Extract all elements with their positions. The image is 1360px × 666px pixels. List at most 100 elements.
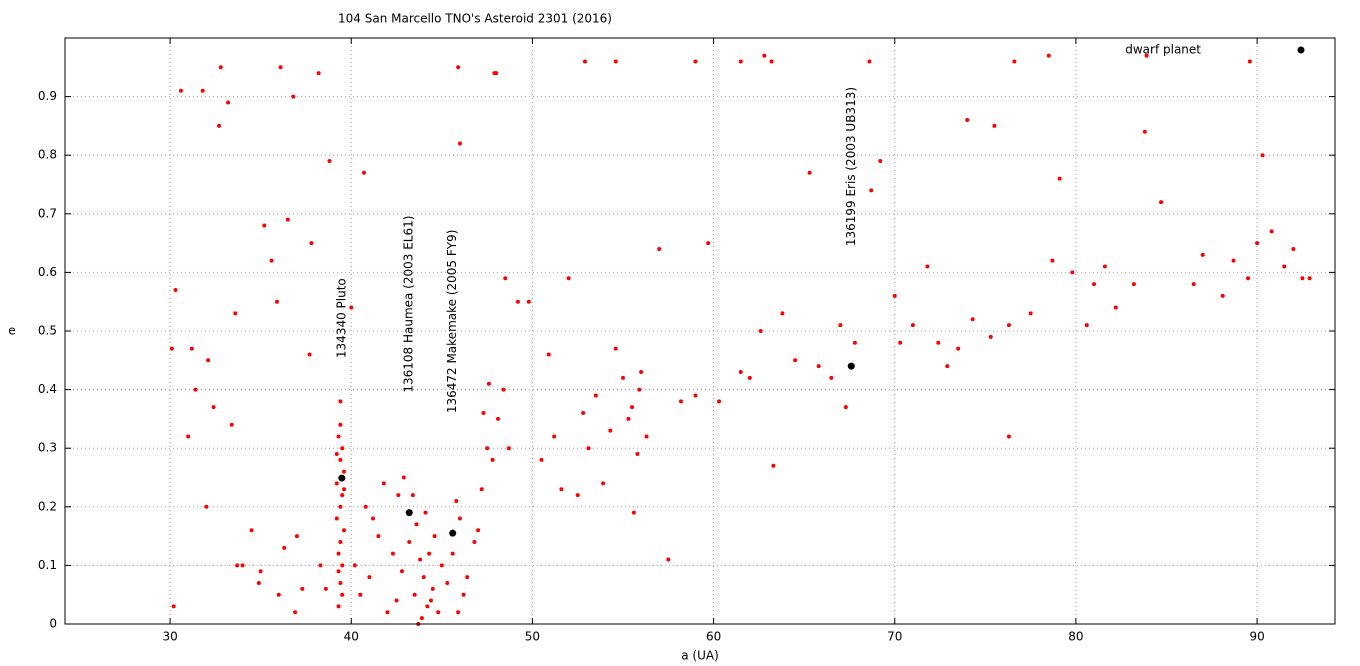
point [613,346,618,351]
point [666,557,671,562]
point [867,59,872,64]
point [621,375,626,380]
point [566,276,571,281]
point [423,510,428,515]
y-tick-label: 0.9 [38,89,57,103]
point [338,399,343,404]
point [338,504,343,509]
point [608,428,613,433]
point [769,59,774,64]
point [291,94,296,99]
point [336,569,341,574]
point [419,616,424,621]
point [300,586,305,591]
point [336,551,341,556]
point [1282,264,1287,269]
point [678,399,683,404]
point [593,393,598,398]
y-tick-label: 0.6 [38,265,57,279]
y-tick-label: 0.4 [38,382,57,396]
point [1220,293,1225,298]
point [399,569,404,574]
point [738,370,743,375]
point [173,287,178,292]
point [575,493,580,498]
point [169,346,174,351]
point [631,510,636,515]
point [456,610,461,615]
point [457,141,462,146]
legend-marker [1297,46,1305,54]
point [869,188,874,193]
point [278,65,283,70]
plot-frame [64,37,1336,625]
x-tick-label: 50 [525,630,540,644]
point [970,317,975,322]
point [1092,282,1097,287]
point [323,586,328,591]
point [495,416,500,421]
x-tick-label: 80 [1068,630,1083,644]
point [829,375,834,380]
y-tick-label: 0.8 [38,148,57,162]
point [635,452,640,457]
point [233,311,238,316]
point [274,299,279,304]
point [385,610,390,615]
point [445,580,450,585]
point [226,100,231,105]
point [1070,270,1075,275]
y-axis-label: e [8,324,15,338]
point [925,264,930,269]
point [807,170,812,175]
point [936,340,941,345]
dwarf-point [405,509,413,517]
point [465,575,470,580]
point-annotation: 136108 Haumea (2003 EL61) [402,216,416,393]
y-tick-label: 0 [49,617,57,631]
point [394,598,399,603]
x-tick-label: 40 [344,630,359,644]
point [336,604,341,609]
point [1131,282,1136,287]
point [693,393,698,398]
point [454,498,459,503]
point [1028,311,1033,316]
point [1113,305,1118,310]
point [503,276,508,281]
point [338,457,343,462]
point [407,539,412,544]
point [626,416,631,421]
point [256,580,261,585]
point [1102,264,1107,269]
point [428,598,433,603]
point [552,434,557,439]
point [218,65,223,70]
point [293,610,298,615]
point [200,88,205,93]
point [706,241,711,246]
point [461,592,466,597]
point [581,411,586,416]
point [639,370,644,375]
point [401,475,406,480]
point [334,452,339,457]
point [258,569,263,574]
point [390,551,395,556]
point [240,563,245,568]
point [412,592,417,597]
point [294,534,299,539]
point [414,522,419,527]
point [340,446,345,451]
point [1159,200,1164,205]
point [492,71,497,76]
legend-label: dwarf planet [1125,43,1201,57]
point [843,405,848,410]
point [693,59,698,64]
point [485,446,490,451]
point [1247,59,1252,64]
point [1269,229,1274,234]
point [1046,53,1051,58]
dwarf-point [847,362,855,370]
